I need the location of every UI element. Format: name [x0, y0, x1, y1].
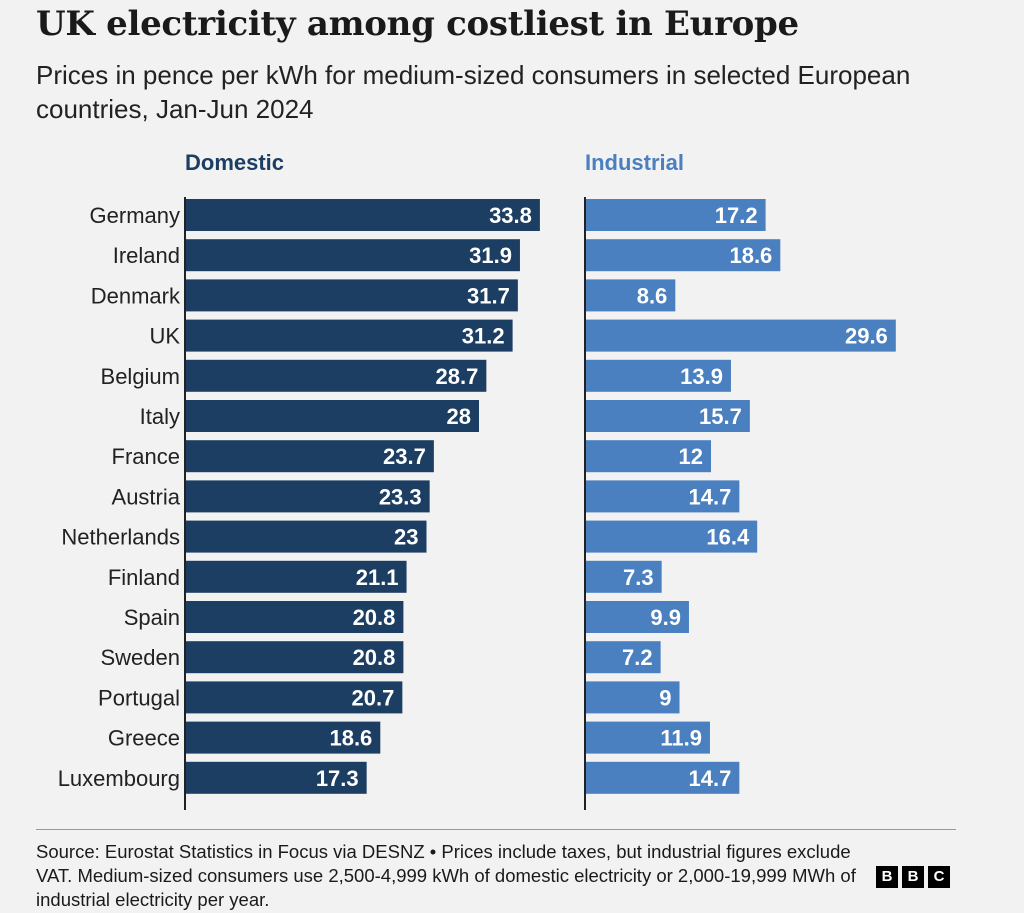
- category-label: UK: [149, 324, 180, 349]
- series-header-domestic: Domestic: [185, 150, 284, 175]
- bar-industrial: [585, 319, 896, 352]
- category-label: Spain: [124, 605, 180, 630]
- value-label-domestic: 31.2: [462, 324, 505, 349]
- value-label-domestic: 21.1: [356, 565, 399, 590]
- value-label-domestic: 31.9: [469, 243, 512, 268]
- bar-domestic: [185, 560, 407, 593]
- bar-industrial: [585, 721, 710, 754]
- bar-industrial: [585, 520, 758, 553]
- value-label-industrial: 8.6: [637, 283, 668, 308]
- bar-industrial: [585, 359, 731, 392]
- chart-title: UK electricity among costliest in Europe: [36, 4, 799, 44]
- source-note: Source: Eurostat Statistics in Focus via…: [36, 841, 856, 910]
- category-label: Austria: [112, 484, 181, 509]
- category-label: Denmark: [91, 283, 181, 308]
- category-label: Sweden: [100, 645, 180, 670]
- bbc-logo: B B C: [876, 866, 950, 888]
- value-label-domestic: 20.8: [353, 605, 396, 630]
- value-label-industrial: 9.9: [650, 605, 681, 630]
- bar-industrial: [585, 400, 750, 432]
- category-label: Portugal: [98, 685, 180, 710]
- value-label-industrial: 29.6: [845, 324, 888, 349]
- value-label-domestic: 23.3: [379, 484, 422, 509]
- bar-domestic: [185, 480, 430, 513]
- bar-domestic: [185, 721, 381, 754]
- bar-industrial: [585, 440, 711, 473]
- value-label-domestic: 33.8: [489, 203, 532, 228]
- bar-domestic: [185, 239, 520, 272]
- category-label: France: [112, 444, 180, 469]
- bar-domestic: [185, 279, 518, 312]
- bar-industrial: [585, 601, 689, 633]
- value-label-domestic: 23.7: [383, 444, 426, 469]
- value-label-industrial: 11.9: [660, 726, 702, 751]
- value-label-domestic: 23: [394, 525, 418, 550]
- bar-industrial: [585, 480, 740, 513]
- value-label-industrial: 17.2: [715, 203, 758, 228]
- bar-industrial: [585, 761, 740, 794]
- bar-domestic: [185, 681, 403, 714]
- value-label-domestic: 28: [447, 404, 471, 429]
- bar-domestic: [185, 319, 513, 352]
- value-label-domestic: 18.6: [329, 726, 372, 751]
- bar-industrial: [585, 641, 661, 674]
- category-label: Ireland: [113, 243, 180, 268]
- value-label-industrial: 14.7: [689, 766, 732, 791]
- value-label-industrial: 7.3: [623, 565, 654, 590]
- bar-industrial: [585, 560, 662, 593]
- bar-domestic: [185, 761, 367, 794]
- chart-subtitle: Prices in pence per kWh for medium-sized…: [36, 60, 911, 124]
- value-label-industrial: 13.9: [680, 364, 723, 389]
- category-label: Italy: [140, 404, 180, 429]
- category-label: Finland: [108, 565, 180, 590]
- bar-domestic: [185, 400, 479, 432]
- value-label-domestic: 31.7: [467, 283, 510, 308]
- value-label-industrial: 9: [659, 685, 671, 710]
- category-label: Belgium: [101, 364, 180, 389]
- bbc-logo-letter: B: [876, 866, 898, 888]
- value-label-domestic: 17.3: [316, 766, 359, 791]
- series-header-industrial: Industrial: [585, 150, 684, 175]
- bar-domestic: [185, 359, 487, 392]
- bar-domestic: [185, 440, 434, 473]
- category-label: Germany: [90, 203, 180, 228]
- bar-industrial: [585, 199, 766, 231]
- bar-domestic: [185, 601, 404, 633]
- bar-chart: Domestic Industrial Germany 33.8 17.2 Ireland…: [58, 150, 896, 810]
- value-label-industrial: 12: [679, 444, 703, 469]
- value-label-domestic: 20.7: [352, 685, 395, 710]
- value-label-industrial: 7.2: [622, 645, 653, 670]
- value-label-industrial: 18.6: [729, 243, 772, 268]
- bbc-logo-letter: C: [928, 866, 950, 888]
- footer-divider: [36, 829, 956, 830]
- bbc-logo-letter: B: [902, 866, 924, 888]
- category-label: Netherlands: [61, 525, 180, 550]
- bar-industrial: [585, 681, 680, 714]
- category-label: Greece: [108, 726, 180, 751]
- bar-domestic: [185, 199, 540, 231]
- value-label-industrial: 16.4: [706, 525, 750, 550]
- bar-industrial: [585, 239, 781, 272]
- bar-industrial: [585, 279, 676, 312]
- bar-domestic: [185, 520, 427, 553]
- value-label-industrial: 14.7: [689, 484, 732, 509]
- category-label: Luxembourg: [58, 766, 180, 791]
- value-label-industrial: 15.7: [699, 404, 742, 429]
- value-label-domestic: 20.8: [353, 645, 396, 670]
- value-label-domestic: 28.7: [436, 364, 479, 389]
- bar-domestic: [185, 641, 404, 674]
